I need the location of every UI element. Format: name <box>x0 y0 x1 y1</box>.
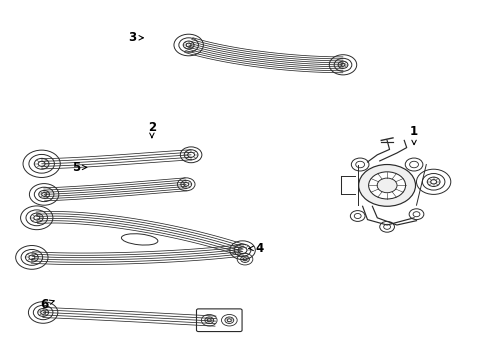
Circle shape <box>368 172 406 199</box>
Text: 6: 6 <box>40 298 54 311</box>
Text: 2: 2 <box>148 121 156 138</box>
Circle shape <box>377 178 397 193</box>
FancyBboxPatch shape <box>196 309 242 332</box>
Circle shape <box>380 221 394 232</box>
Text: 5: 5 <box>72 161 87 174</box>
Text: 4: 4 <box>249 242 264 255</box>
Ellipse shape <box>122 234 158 245</box>
Circle shape <box>350 211 365 221</box>
Text: 3: 3 <box>128 31 144 44</box>
Circle shape <box>409 209 424 220</box>
Text: 1: 1 <box>410 125 418 145</box>
Circle shape <box>351 158 369 171</box>
Circle shape <box>405 158 423 171</box>
Circle shape <box>359 165 416 206</box>
